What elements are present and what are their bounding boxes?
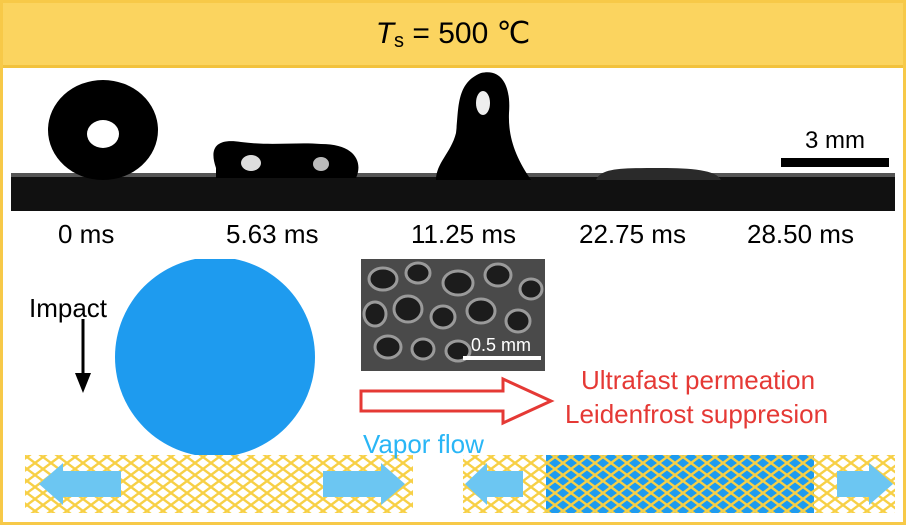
title-temperature: Ts = 500 ℃	[376, 16, 531, 53]
schematic: 0.5 mm Impact Vapor flow Ultrafast perme…	[3, 257, 903, 525]
vapor-flow-label: Vapor flow	[363, 429, 484, 459]
title-subscript: s	[394, 29, 405, 52]
header-bar: Ts = 500 ℃	[3, 3, 903, 68]
mesh-permeated-region	[546, 455, 814, 513]
result-label-line2: Leidenfrost suppresion	[565, 399, 829, 429]
title-value: = 500 ℃	[412, 16, 531, 50]
droplet-highlight-0ms	[87, 120, 119, 148]
droplet-circle	[115, 257, 315, 457]
process-arrow	[359, 376, 555, 426]
time-label-1: 5.63 ms	[226, 219, 319, 249]
droplet-highlight2-5ms	[313, 157, 329, 171]
time-labels: 0 ms 5.63 ms 11.25 ms 22.75 ms 28.50 ms	[3, 211, 903, 259]
photo-scale-bar	[781, 158, 889, 167]
droplet-highlight-5ms	[241, 155, 261, 171]
droplet-frame-5ms	[213, 141, 359, 178]
vapor-arrow-right-mesh-left	[465, 463, 523, 505]
vapor-arrow-right	[323, 463, 405, 505]
substrate-band	[11, 174, 895, 211]
droplet-highlight-11ms	[476, 91, 490, 115]
time-label-0: 0 ms	[58, 219, 115, 249]
droplet-frame-11ms	[436, 72, 531, 180]
vapor-arrow-right-mesh-right	[837, 463, 893, 505]
result-label-line1: Ultrafast permeation	[581, 365, 816, 395]
droplet-frame-22ms	[596, 168, 721, 180]
impact-arrow-head	[75, 373, 91, 393]
title-symbol: T	[375, 16, 395, 50]
schematic-drawing: 0.5 mm	[25, 257, 895, 513]
impact-label: Impact	[29, 293, 108, 323]
vapor-arrow-left	[39, 463, 121, 505]
photo-scale-label: 3 mm	[805, 127, 865, 154]
high-speed-photo-sequence: 3 mm	[11, 68, 895, 211]
photo-strip: 3 mm	[11, 72, 895, 211]
time-label-3: 22.75 ms	[579, 219, 686, 249]
time-label-2: 11.25 ms	[411, 219, 517, 249]
sem-image: 0.5 mm	[361, 259, 545, 371]
time-label-4: 28.50 ms	[747, 219, 854, 249]
sem-scale-label: 0.5 mm	[471, 335, 531, 355]
